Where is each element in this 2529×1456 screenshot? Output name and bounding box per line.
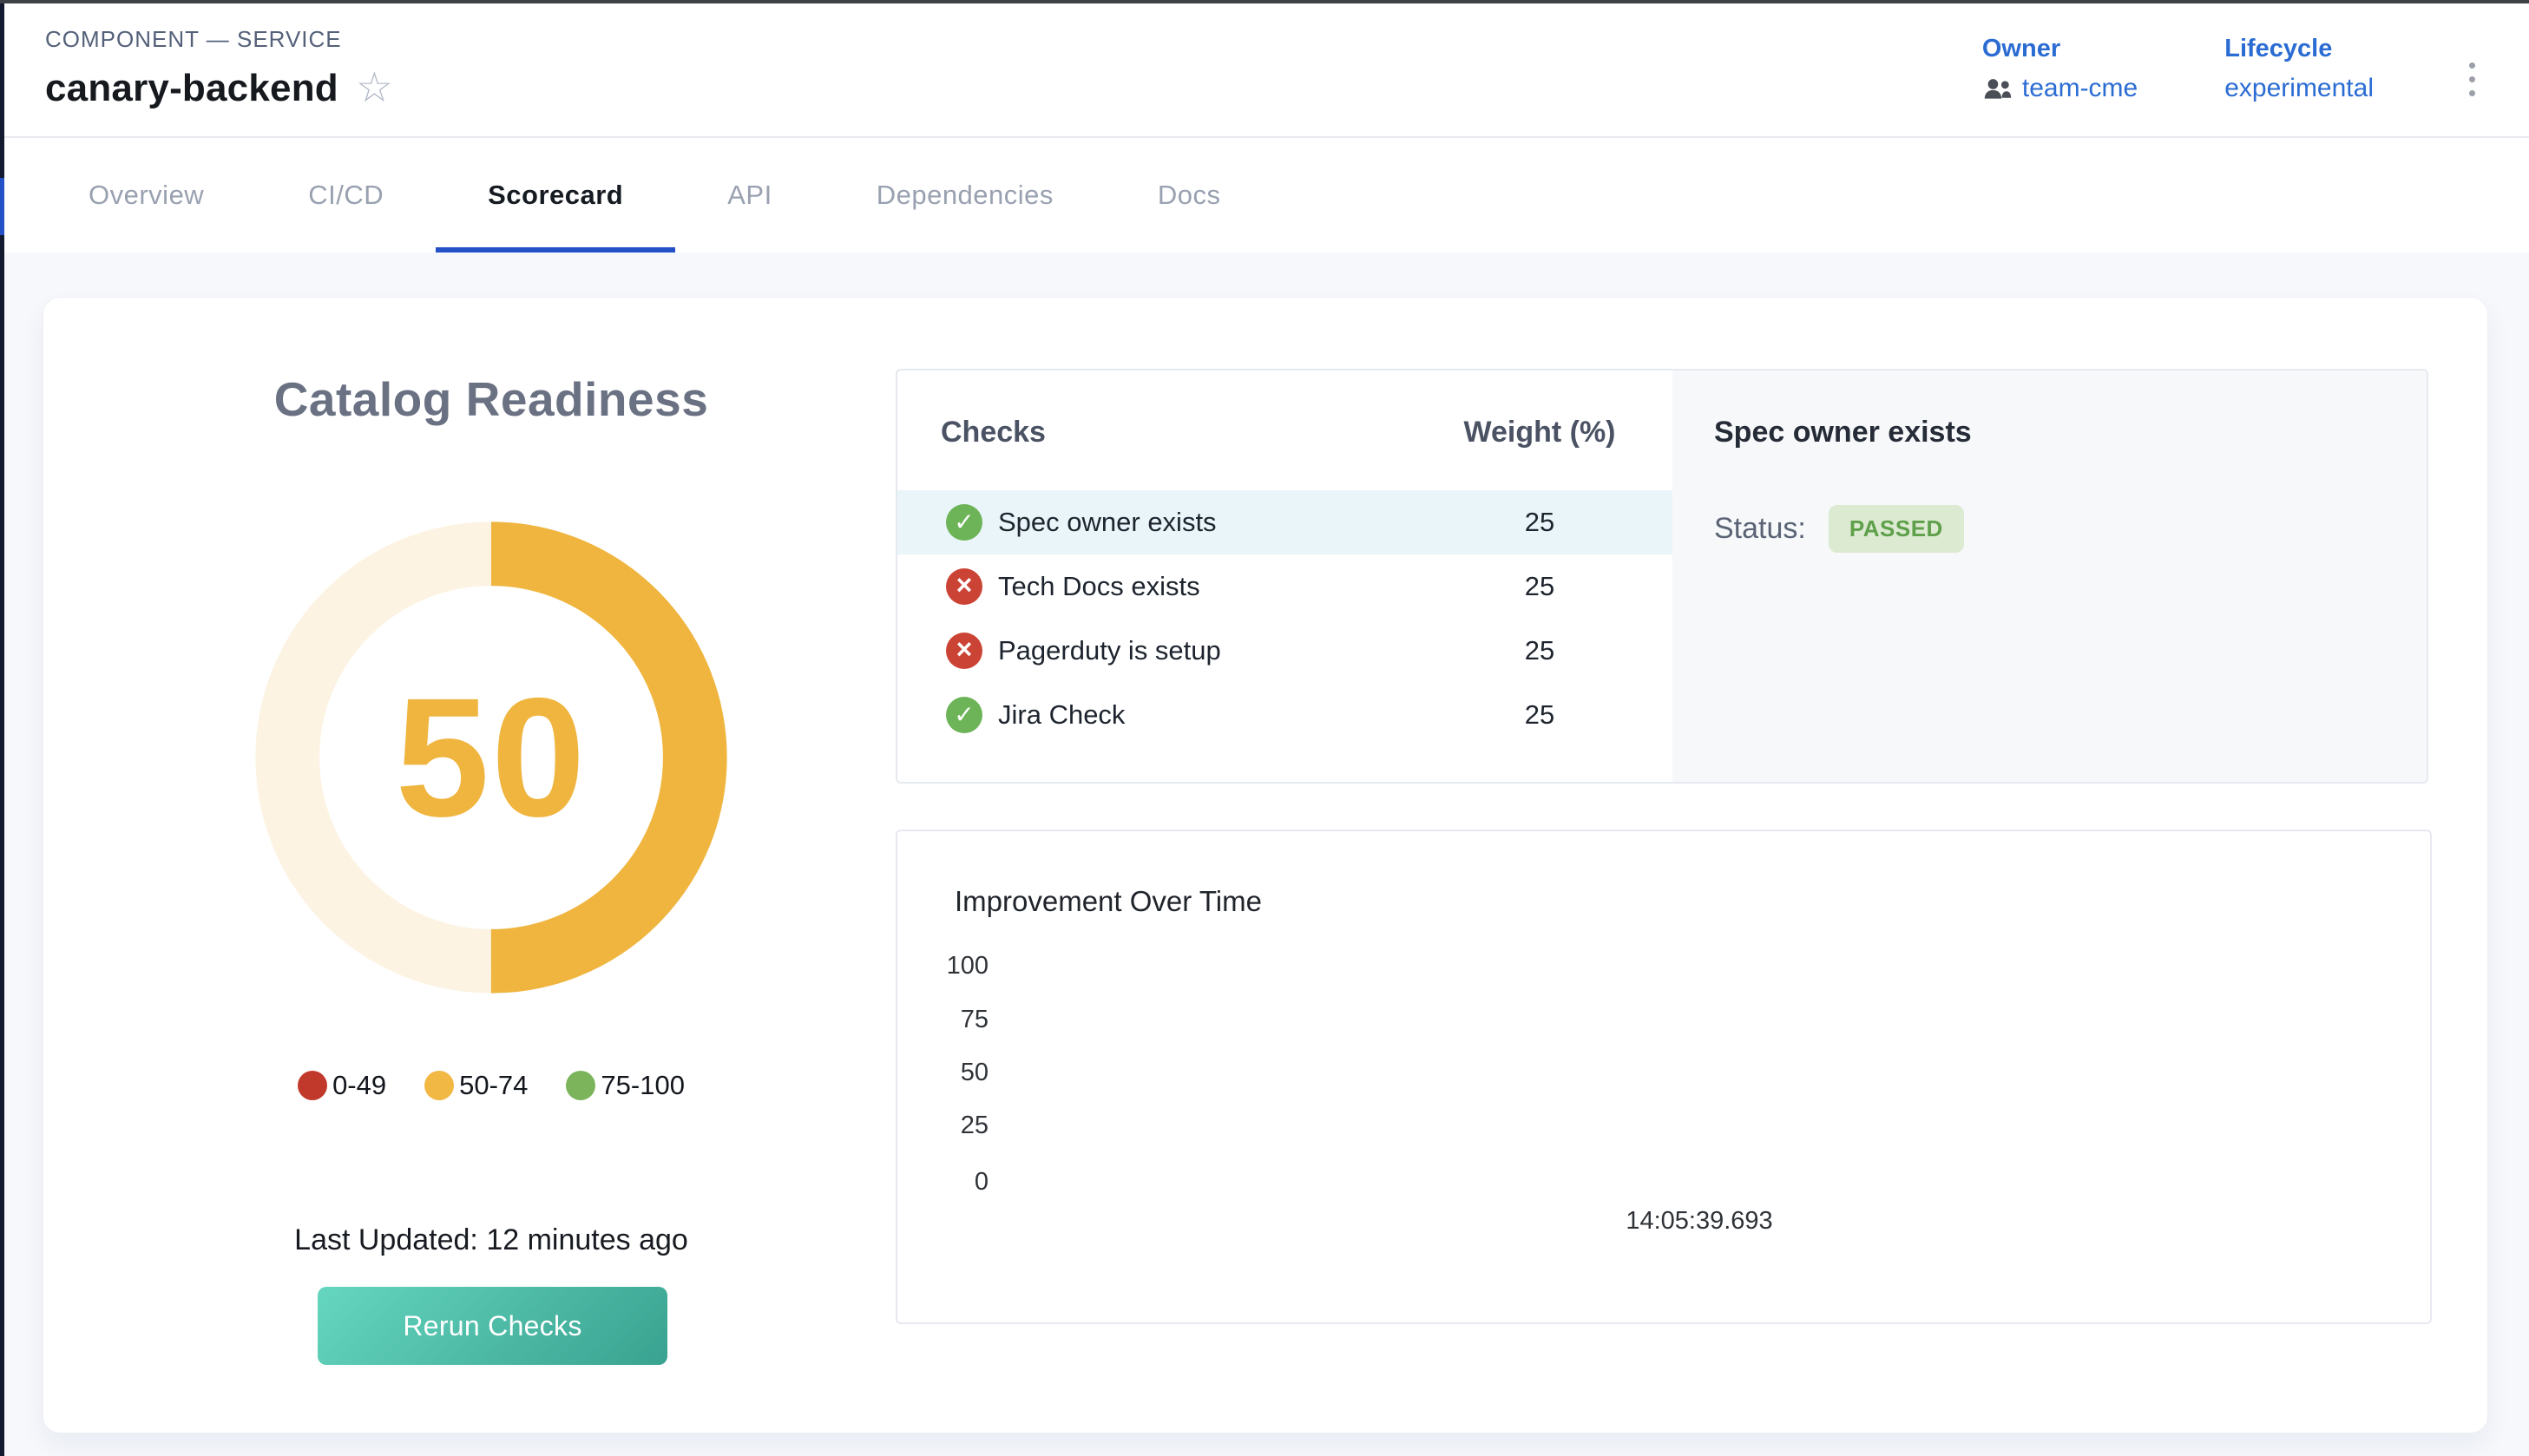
sidebar-edge: [0, 0, 4, 1456]
people-icon: [1982, 77, 2013, 101]
check-name: Pagerduty is setup: [998, 635, 1221, 666]
check-detail-panel: Spec owner exists Status: PASSED: [1672, 371, 2427, 782]
entity-tabs: Overview CI/CD Scorecard API Dependencie…: [4, 138, 2529, 253]
legend-label: 75-100: [601, 1070, 685, 1101]
lifecycle-label: Lifecycle: [2224, 35, 2374, 63]
check-row[interactable]: × Tech Docs exists 25: [897, 554, 1672, 619]
check-row[interactable]: ✓ Jira Check 25: [897, 683, 1672, 747]
legend-dot-red: [298, 1071, 327, 1100]
lifecycle-value: experimental: [2224, 74, 2374, 103]
breadcrumb: COMPONENT — SERVICE: [45, 26, 393, 53]
tab-api[interactable]: API: [675, 138, 824, 253]
scorecard-page: Catalog Readiness 50 0-49 50-74: [4, 256, 2529, 1456]
tab-dependencies[interactable]: Dependencies: [824, 138, 1106, 253]
entity-header: COMPONENT — SERVICE canary-backend ☆ Own…: [4, 3, 2529, 138]
weight-column-header: Weight (%): [1453, 416, 1626, 449]
lifecycle-fact: Lifecycle experimental: [2224, 35, 2374, 103]
score-value: 50: [254, 521, 728, 994]
tab-scorecard[interactable]: Scorecard: [436, 138, 675, 253]
check-name: Spec owner exists: [998, 507, 1217, 538]
sidebar-active-accent: [0, 178, 4, 235]
status-label: Status:: [1714, 512, 1806, 546]
detail-title: Spec owner exists: [1714, 416, 2385, 449]
check-weight: 25: [1453, 699, 1626, 731]
y-axis-tick: 25: [919, 1112, 989, 1140]
window-top-edge: [0, 0, 2529, 3]
gauge-legend: 0-49 50-74 75-100: [43, 1070, 939, 1101]
x-axis-tick: 14:05:39.693: [1604, 1207, 1795, 1236]
favorite-star-icon[interactable]: ☆: [356, 68, 393, 109]
legend-dot-amber: [424, 1071, 454, 1100]
legend-item-mid: 50-74: [424, 1070, 528, 1101]
checks-column-header: Checks: [941, 416, 1046, 449]
y-axis-tick: 75: [919, 1006, 989, 1034]
legend-item-low: 0-49: [298, 1070, 386, 1101]
owner-fact: Owner team-cme: [1982, 35, 2138, 103]
owner-link[interactable]: team-cme: [2022, 74, 2138, 103]
check-failed-icon: ×: [946, 633, 982, 669]
legend-label: 50-74: [459, 1070, 528, 1101]
y-axis-tick: 0: [919, 1168, 989, 1197]
legend-item-high: 75-100: [566, 1070, 685, 1101]
check-name: Tech Docs exists: [998, 571, 1200, 602]
app-window: COMPONENT — SERVICE canary-backend ☆ Own…: [4, 3, 2529, 1456]
legend-dot-green: [566, 1071, 595, 1100]
check-passed-icon: ✓: [946, 504, 982, 541]
kebab-menu-icon[interactable]: [2460, 50, 2484, 108]
tab-cicd[interactable]: CI/CD: [256, 138, 436, 253]
check-weight: 25: [1453, 571, 1626, 602]
check-passed-icon: ✓: [946, 697, 982, 733]
check-weight: 25: [1453, 635, 1626, 666]
gauge-title: Catalog Readiness: [43, 371, 939, 427]
y-axis-tick: 100: [919, 952, 989, 981]
check-weight: 25: [1453, 507, 1626, 538]
checks-rows: ✓ Spec owner exists 25 × Tech Docs exist…: [897, 490, 1672, 747]
improvement-chart-card: Improvement Over Time 100 75 50 25 0 14:…: [896, 830, 2432, 1324]
status-badge: PASSED: [1829, 505, 1964, 553]
tab-overview[interactable]: Overview: [36, 138, 256, 253]
check-failed-icon: ×: [946, 568, 982, 605]
owner-label: Owner: [1982, 35, 2138, 63]
scorecard-card: Catalog Readiness 50 0-49 50-74: [43, 297, 2488, 1433]
checks-card: Checks Weight (%) ✓ Spec owner exists 25…: [896, 369, 2428, 784]
check-name: Jira Check: [998, 699, 1125, 731]
rerun-checks-button[interactable]: Rerun Checks: [318, 1287, 667, 1365]
check-row[interactable]: × Pagerduty is setup 25: [897, 619, 1672, 683]
y-axis-tick: 50: [919, 1059, 989, 1087]
gauge-column: Catalog Readiness 50 0-49 50-74: [43, 298, 939, 1433]
last-updated-text: Last Updated: 12 minutes ago: [43, 1223, 939, 1257]
legend-label: 0-49: [332, 1070, 386, 1101]
tab-docs[interactable]: Docs: [1106, 138, 1273, 253]
page-title: canary-backend: [45, 67, 338, 110]
check-row[interactable]: ✓ Spec owner exists 25: [897, 490, 1672, 554]
chart-title: Improvement Over Time: [955, 885, 1262, 918]
